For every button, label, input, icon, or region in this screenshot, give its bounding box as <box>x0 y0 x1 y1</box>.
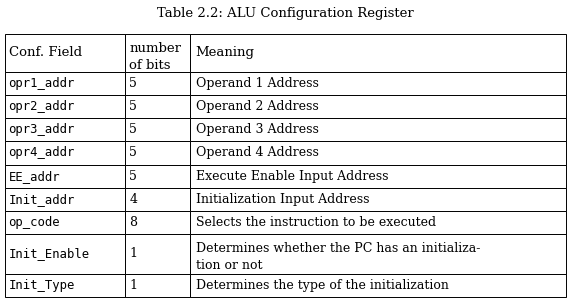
Text: 1: 1 <box>130 279 138 292</box>
Text: Selects the instruction to be executed: Selects the instruction to be executed <box>196 216 436 229</box>
Bar <box>126 165 190 188</box>
Text: 5: 5 <box>130 170 137 183</box>
Text: op_code: op_code <box>9 216 60 229</box>
Text: 5: 5 <box>130 123 137 136</box>
Text: Determines the type of the initialization: Determines the type of the initializatio… <box>196 279 449 292</box>
Text: number
of bits: number of bits <box>130 42 182 72</box>
Bar <box>5 141 126 165</box>
Text: Operand 1 Address: Operand 1 Address <box>196 77 319 90</box>
Bar <box>126 274 190 297</box>
Bar <box>190 34 566 72</box>
Bar <box>5 118 126 141</box>
Text: Execute Enable Input Address: Execute Enable Input Address <box>196 170 388 183</box>
Text: Initialization Input Address: Initialization Input Address <box>196 193 369 206</box>
Bar <box>190 165 566 188</box>
Bar <box>126 34 190 72</box>
Bar <box>126 72 190 95</box>
Bar <box>126 211 190 234</box>
Bar <box>126 95 190 118</box>
Bar <box>126 188 190 211</box>
Bar <box>5 211 126 234</box>
Bar <box>5 188 126 211</box>
Text: opr4_addr: opr4_addr <box>9 146 75 160</box>
Text: Determines whether the PC has an initializa-
tion or not: Determines whether the PC has an initial… <box>196 242 480 272</box>
Text: Init_Type: Init_Type <box>9 279 75 292</box>
Text: opr3_addr: opr3_addr <box>9 123 75 136</box>
Bar <box>5 72 126 95</box>
Text: opr1_addr: opr1_addr <box>9 77 75 90</box>
Text: Init_Enable: Init_Enable <box>9 248 90 260</box>
Text: Operand 4 Address: Operand 4 Address <box>196 146 319 160</box>
Bar <box>5 234 126 274</box>
Bar <box>190 211 566 234</box>
Bar <box>190 141 566 165</box>
Text: 1: 1 <box>130 248 138 260</box>
Text: Conf. Field: Conf. Field <box>9 46 82 59</box>
Bar <box>190 72 566 95</box>
Bar <box>5 274 126 297</box>
Text: 5: 5 <box>130 77 137 90</box>
Bar <box>190 118 566 141</box>
Text: Meaning: Meaning <box>196 46 255 59</box>
Bar <box>5 34 126 72</box>
Bar <box>190 95 566 118</box>
Bar <box>5 165 126 188</box>
Text: EE_addr: EE_addr <box>9 170 60 183</box>
Text: Table 2.2: ALU Configuration Register: Table 2.2: ALU Configuration Register <box>157 8 414 20</box>
Bar <box>126 118 190 141</box>
Text: opr2_addr: opr2_addr <box>9 100 75 113</box>
Text: 4: 4 <box>130 193 138 206</box>
Bar <box>190 234 566 274</box>
Bar <box>190 274 566 297</box>
Text: Init_addr: Init_addr <box>9 193 75 206</box>
Bar <box>5 95 126 118</box>
Bar <box>126 141 190 165</box>
Text: 5: 5 <box>130 100 137 113</box>
Text: Operand 2 Address: Operand 2 Address <box>196 100 319 113</box>
Bar <box>190 188 566 211</box>
Bar <box>126 234 190 274</box>
Text: 8: 8 <box>130 216 138 229</box>
Text: 5: 5 <box>130 146 137 160</box>
Text: Operand 3 Address: Operand 3 Address <box>196 123 319 136</box>
